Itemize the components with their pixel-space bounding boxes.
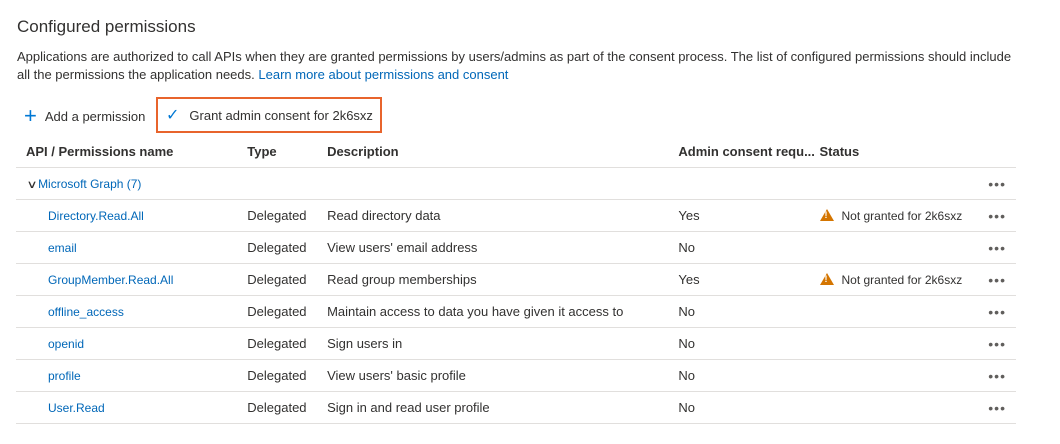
description-cell: View users' email address: [327, 231, 679, 264]
admin-consent-cell: Yes: [678, 199, 820, 232]
add-permission-label: Add a permission: [44, 108, 146, 124]
section-title: Configured permissions: [17, 17, 196, 36]
name-cell: Directory.Read.All: [16, 199, 248, 232]
table-header: API / Permissions name Type Description …: [16, 136, 1016, 168]
description-cell: Maintain access to data you have given i…: [327, 295, 679, 328]
more-actions-button[interactable]: •••: [988, 167, 1016, 200]
col-admin-consent[interactable]: Admin consent requ...: [678, 136, 820, 168]
status-cell: [819, 327, 989, 360]
name-cell: email: [16, 231, 248, 264]
col-name[interactable]: API / Permissions name: [16, 136, 248, 168]
type-cell: Delegated: [247, 391, 328, 424]
more-actions-button[interactable]: •••: [988, 359, 1016, 392]
status-cell: [819, 359, 989, 392]
admin-consent-cell: No: [678, 359, 820, 392]
status-cell: Not granted for 2k6sxz: [819, 263, 989, 296]
more-actions-button[interactable]: •••: [988, 231, 1016, 264]
admin-consent-cell: No: [678, 391, 820, 424]
type-cell: Delegated: [247, 295, 328, 328]
permission-link[interactable]: profile: [48, 368, 81, 383]
table-row: User.Read Delegated Sign in and read user …: [16, 391, 1016, 424]
col-type[interactable]: Type: [247, 136, 328, 168]
toolbar: + Add a permission: [24, 98, 145, 134]
status-cell: [819, 231, 989, 264]
more-actions-button[interactable]: •••: [988, 199, 1016, 232]
permission-link[interactable]: openid: [48, 336, 85, 351]
more-actions-button[interactable]: •••: [988, 327, 1016, 360]
table-row: email Delegated View users' email address N…: [16, 231, 1016, 264]
col-description[interactable]: Description: [327, 136, 679, 168]
learn-more-link[interactable]: Learn more about permissions and consent: [258, 67, 509, 82]
description-cell: Sign users in: [327, 327, 679, 360]
more-actions-button[interactable]: •••: [988, 391, 1016, 424]
grant-admin-consent-button[interactable]: ✓ Grant admin consent for 2k6sxz: [156, 97, 382, 133]
permission-link[interactable]: offline_access: [48, 304, 124, 319]
admin-consent-cell: Yes: [678, 263, 820, 296]
table-row: offline_access Delegated Maintain access t…: [16, 295, 1016, 328]
more-actions-button[interactable]: •••: [988, 295, 1016, 328]
chevron-down-icon[interactable]: ∨: [26, 178, 38, 191]
permission-link[interactable]: User.Read: [48, 400, 105, 415]
group-link[interactable]: Microsoft Graph (7): [38, 176, 142, 191]
type-cell: Delegated: [247, 359, 328, 392]
status-cell: [819, 295, 989, 328]
status-cell: Not granted for 2k6sxz: [819, 199, 989, 232]
name-cell: offline_access: [16, 295, 248, 328]
type-cell: Delegated: [247, 263, 328, 296]
intro-body: Applications are authorized to call APIs…: [17, 49, 1012, 82]
name-cell: User.Read: [16, 391, 248, 424]
status-text: Not granted for 2k6sxz: [841, 272, 963, 287]
table-row: openid Delegated Sign users in No •••: [16, 327, 1016, 360]
permission-link[interactable]: Directory.Read.All: [48, 208, 144, 223]
table-row: Directory.Read.All Delegated Read director…: [16, 199, 1016, 232]
description-cell: Read group memberships: [327, 263, 679, 296]
plus-icon: +: [24, 103, 37, 128]
name-cell: openid: [16, 327, 248, 360]
status-text: Not granted for 2k6sxz: [841, 208, 963, 223]
description-cell: View users' basic profile: [327, 359, 679, 392]
grant-admin-consent-label: Grant admin consent for 2k6sxz: [189, 107, 373, 123]
add-permission-button[interactable]: + Add a permission: [24, 105, 145, 127]
admin-consent-cell: No: [678, 327, 820, 360]
table-row: GroupMember.Read.All Delegated Read group …: [16, 263, 1016, 296]
more-actions-button[interactable]: •••: [988, 263, 1016, 296]
checkmark-icon: ✓: [166, 107, 180, 124]
warning-icon: [819, 208, 834, 221]
admin-consent-cell: No: [678, 231, 820, 264]
admin-consent-cell: No: [678, 295, 820, 328]
type-cell: Delegated: [247, 327, 328, 360]
permission-link[interactable]: email: [48, 240, 77, 255]
intro-text: Applications are authorized to call APIs…: [17, 48, 1027, 84]
status-cell: [819, 391, 989, 424]
name-cell: profile: [16, 359, 248, 392]
description-cell: Read directory data: [327, 199, 679, 232]
warning-icon: [819, 272, 834, 285]
group-row: ∨Microsoft Graph (7) •••: [16, 167, 1016, 200]
col-status[interactable]: Status: [819, 136, 989, 168]
table-row: profile Delegated View users' basic profil…: [16, 359, 1016, 392]
col-actions: [988, 136, 1016, 168]
permission-link[interactable]: GroupMember.Read.All: [48, 272, 174, 287]
permissions-table: API / Permissions name Type Description …: [16, 136, 1016, 424]
name-cell: GroupMember.Read.All: [16, 263, 248, 296]
type-cell: Delegated: [247, 231, 328, 264]
group-cell: ∨Microsoft Graph (7): [16, 167, 989, 200]
description-cell: Sign in and read user profile: [327, 391, 679, 424]
type-cell: Delegated: [247, 199, 328, 232]
